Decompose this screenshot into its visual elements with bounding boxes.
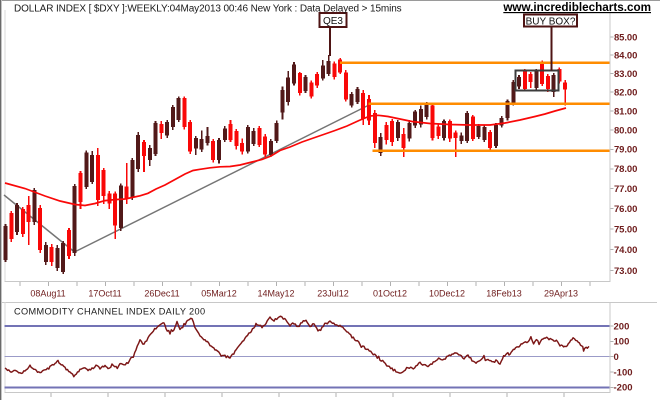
svg-text:82.00: 82.00 bbox=[614, 88, 637, 99]
svg-text:08Aug11: 08Aug11 bbox=[30, 289, 65, 299]
svg-text:84.00: 84.00 bbox=[614, 51, 637, 62]
svg-text:05Mar12: 05Mar12 bbox=[201, 289, 237, 299]
svg-text:10Dec12: 10Dec12 bbox=[429, 289, 465, 299]
svg-text:83.00: 83.00 bbox=[614, 69, 637, 80]
svg-text:-100: -100 bbox=[614, 367, 633, 378]
svg-text:www.incrediblecharts.com: www.incrediblecharts.com bbox=[502, 1, 651, 14]
svg-text:17Oct11: 17Oct11 bbox=[88, 289, 121, 299]
svg-text:18Feb13: 18Feb13 bbox=[486, 289, 522, 299]
svg-text:77.00: 77.00 bbox=[614, 184, 637, 195]
svg-text:23Jul12: 23Jul12 bbox=[317, 289, 349, 299]
svg-text:75.00: 75.00 bbox=[614, 224, 637, 235]
svg-text:200: 200 bbox=[614, 321, 630, 332]
svg-text:73.00: 73.00 bbox=[614, 266, 637, 277]
svg-text:-200: -200 bbox=[614, 383, 633, 394]
svg-text:74.00: 74.00 bbox=[614, 245, 637, 256]
svg-text:85.00: 85.00 bbox=[614, 32, 637, 43]
svg-text:01Oct12: 01Oct12 bbox=[373, 289, 407, 299]
svg-text:BUY BOX?: BUY BOX? bbox=[526, 17, 576, 28]
svg-text:QE3: QE3 bbox=[323, 16, 343, 27]
svg-text:COMMODITY CHANNEL INDEX DAILY: COMMODITY CHANNEL INDEX DAILY 200 bbox=[14, 307, 205, 317]
svg-text:78.00: 78.00 bbox=[614, 164, 637, 175]
svg-text:29Apr13: 29Apr13 bbox=[544, 289, 578, 299]
svg-text:0: 0 bbox=[614, 352, 619, 363]
svg-text:79.00: 79.00 bbox=[614, 145, 637, 156]
svg-text:100: 100 bbox=[614, 337, 630, 348]
svg-text:80.00: 80.00 bbox=[614, 125, 637, 136]
svg-text:26Dec11: 26Dec11 bbox=[144, 289, 179, 299]
svg-text:76.00: 76.00 bbox=[614, 204, 637, 215]
svg-text:14May12: 14May12 bbox=[257, 289, 294, 299]
svg-text:81.00: 81.00 bbox=[614, 106, 637, 117]
svg-text:DOLLAR INDEX [ $DXY ]:WEEKLY:0: DOLLAR INDEX [ $DXY ]:WEEKLY:04May2013 0… bbox=[14, 4, 402, 15]
